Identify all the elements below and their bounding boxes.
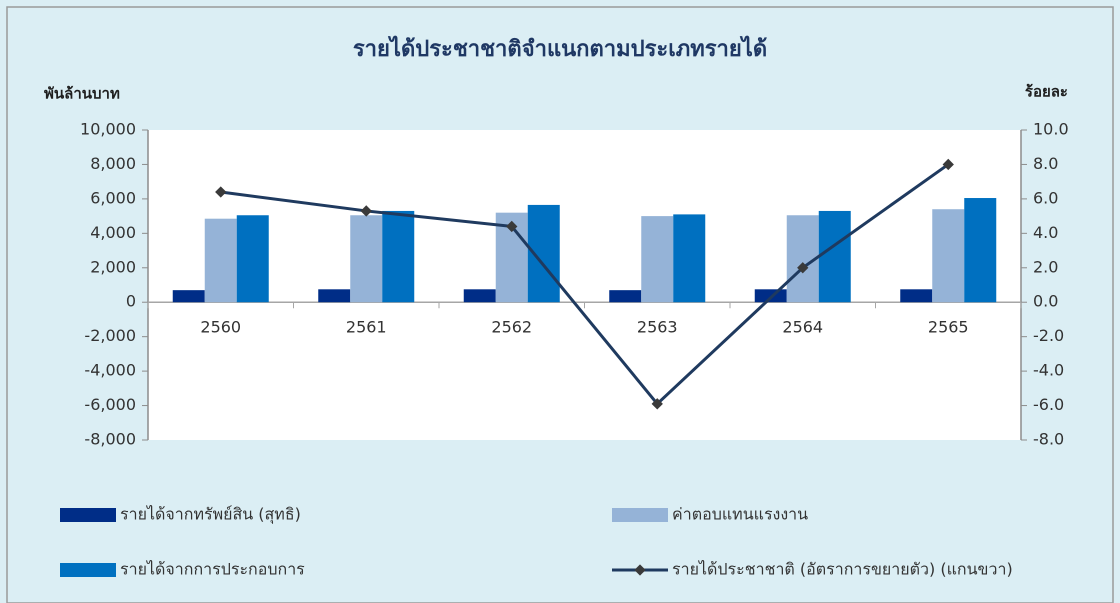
y2-tick-label: -6.0 <box>1033 395 1064 414</box>
y-tick-label: 10,000 <box>80 120 136 139</box>
bar <box>236 215 269 303</box>
frame <box>6 6 1114 603</box>
y2-tick-label: -4.0 <box>1033 361 1064 380</box>
y-tick-label: 8,000 <box>90 154 136 173</box>
y-tick-label: -4,000 <box>84 361 136 380</box>
legend-swatch <box>60 508 116 522</box>
y-tick-label: 0 <box>126 292 136 311</box>
x-tick-label: 2564 <box>782 318 823 337</box>
x-tick-label: 2561 <box>346 318 387 337</box>
legend-marker <box>634 564 646 576</box>
y-tick-label: -8,000 <box>84 430 136 449</box>
line-marker <box>651 398 663 410</box>
x-tick-label: 2563 <box>637 318 678 337</box>
legend-swatch <box>612 508 668 522</box>
bar <box>673 214 706 303</box>
bar <box>609 290 642 303</box>
y2-tick-label: 6.0 <box>1033 188 1058 207</box>
y-tick-label: 4,000 <box>90 223 136 242</box>
line-marker <box>797 262 809 274</box>
y-tick-label: -6,000 <box>84 395 136 414</box>
bar <box>318 289 351 303</box>
y-tick-label: 2,000 <box>90 257 136 276</box>
bar <box>932 209 965 303</box>
legend-label: ค่าตอบแทนแรงงาน <box>672 505 808 524</box>
y2-tick-label: 4.0 <box>1033 223 1058 242</box>
legend-swatch <box>60 563 116 577</box>
y2-tick-label: 8.0 <box>1033 154 1058 173</box>
legend-label: รายได้จากทรัพย์สิน (สุทธิ) <box>120 505 301 525</box>
bar <box>382 210 415 303</box>
y2-tick-label: 2.0 <box>1033 257 1058 276</box>
x-tick-label: 2562 <box>491 318 532 337</box>
line-marker <box>506 220 518 233</box>
x-tick-label: 2560 <box>200 318 241 337</box>
bar <box>350 215 383 303</box>
line-marker <box>360 205 372 217</box>
plot-area <box>148 130 1021 440</box>
y2-tick-label: -8.0 <box>1033 430 1064 449</box>
bar <box>900 289 933 303</box>
line <box>220 163 950 407</box>
y2-tick-label: 0.0 <box>1033 292 1058 311</box>
y-tick-label: 6,000 <box>90 188 136 207</box>
y-tick-label: -2,000 <box>84 326 136 345</box>
y2-tick-label: -2.0 <box>1033 326 1064 345</box>
y-axis-title: พันล้านบาท <box>44 85 120 103</box>
line-marker <box>942 158 954 171</box>
bar <box>641 216 674 303</box>
x-tick-label: 2565 <box>928 318 969 337</box>
chart-title: รายได้ประชาชาติจำแนกตามประเภทรายได้ <box>353 35 767 62</box>
bar <box>818 210 851 303</box>
y2-axis-title: ร้อยละ <box>1025 83 1068 101</box>
legend-label: รายได้ประชาชาติ (อัตราการขยายตัว) (แกนขว… <box>672 560 1013 579</box>
bar <box>463 289 496 303</box>
bar <box>204 218 237 303</box>
legend-label: รายได้จากการประกอบการ <box>120 560 305 579</box>
bar <box>172 290 205 303</box>
line-marker <box>215 186 227 198</box>
y2-tick-label: 10.0 <box>1033 120 1069 139</box>
bar <box>964 198 997 303</box>
